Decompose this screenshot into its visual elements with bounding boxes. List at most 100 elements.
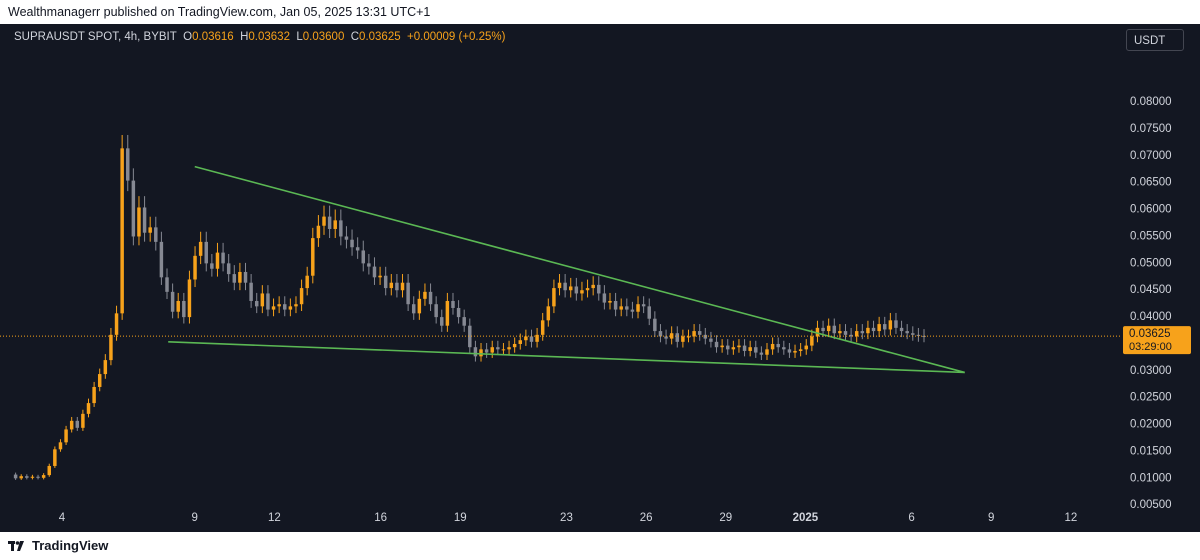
candle-body xyxy=(490,347,494,353)
x-axis-tick-label: 12 xyxy=(1065,512,1078,524)
candle-body xyxy=(496,347,500,350)
candle-body xyxy=(815,327,820,337)
candle-body xyxy=(636,304,640,312)
candle-body xyxy=(378,275,382,278)
candle-body xyxy=(843,331,848,335)
candle-body xyxy=(787,349,792,353)
tradingview-logo[interactable]: TradingView xyxy=(8,538,108,553)
candle-body xyxy=(479,349,483,357)
candle-body xyxy=(283,304,287,310)
x-axis-tick-label: 29 xyxy=(719,512,732,524)
candle-body xyxy=(821,327,825,332)
candle-body xyxy=(131,180,136,237)
y-axis-tick-label: 0.06000 xyxy=(1130,204,1172,216)
candle-body xyxy=(165,277,169,292)
candle-body xyxy=(731,347,736,350)
candle-body xyxy=(451,300,455,308)
candle-body xyxy=(372,266,377,278)
candle-body xyxy=(114,313,119,335)
candle-body xyxy=(720,345,724,348)
candle-body xyxy=(277,304,281,307)
candle-body xyxy=(877,324,881,332)
candle-body xyxy=(187,279,192,318)
candle-body xyxy=(109,334,113,361)
chart-canvas: 0.08000 0.07500 0.07000 0.06500 0.06000 0.055… xyxy=(0,96,1191,524)
candle-body xyxy=(866,327,870,334)
candle-body xyxy=(798,349,803,351)
y-axis-tick-label: 0.07000 xyxy=(1130,150,1172,162)
candle-body xyxy=(871,327,876,332)
candle-body xyxy=(97,374,102,387)
candle-body xyxy=(344,236,349,240)
candle-body xyxy=(737,345,741,348)
candle-body xyxy=(759,352,764,355)
candle-body xyxy=(395,282,399,291)
candle-body xyxy=(619,306,623,310)
candle-body xyxy=(630,309,635,312)
candle-body xyxy=(692,331,696,337)
candle-body xyxy=(305,275,309,289)
candle-body xyxy=(546,306,551,321)
candle-body xyxy=(92,386,96,404)
candle-body xyxy=(47,465,51,476)
chart-area[interactable]: SUPRAUSDT SPOT, 4h, BYBIT O0.03616 H0.03… xyxy=(0,24,1200,532)
candle-body xyxy=(653,318,657,332)
candle-body xyxy=(103,360,108,375)
publish-header: Wealthmanagerr published on TradingView.… xyxy=(0,0,1200,24)
candle-body xyxy=(580,290,584,294)
tradingview-logo-icon xyxy=(8,540,24,551)
candle-body xyxy=(608,300,612,303)
candle-body xyxy=(30,476,35,478)
candle-body xyxy=(367,263,371,267)
candle-body xyxy=(552,288,556,307)
candle-body xyxy=(911,333,915,335)
candle-body xyxy=(568,286,573,291)
x-axis-tick-label: 4 xyxy=(59,512,66,524)
candle-body xyxy=(86,403,91,414)
candle-body xyxy=(456,307,461,318)
y-axis-tick-label: 0.00500 xyxy=(1130,499,1172,511)
candle-body xyxy=(159,241,164,278)
candle-body xyxy=(249,282,253,301)
candle-body xyxy=(625,306,629,310)
y-axis-tick-label: 0.05500 xyxy=(1130,230,1172,242)
candle-body xyxy=(36,476,40,478)
candle-body xyxy=(170,291,175,312)
candle-body xyxy=(69,420,74,430)
candle-body xyxy=(417,298,422,314)
y-axis-tick-label: 0.01500 xyxy=(1130,445,1172,457)
trendline-lower xyxy=(168,341,965,374)
candle-body xyxy=(899,327,904,332)
candle-body xyxy=(221,252,225,264)
symbol-label: SUPRAUSDT SPOT, 4h, BYBIT xyxy=(14,31,177,43)
candle-body xyxy=(524,336,528,341)
candle-body xyxy=(428,291,433,305)
candle-body xyxy=(838,331,842,334)
candle-body xyxy=(182,300,186,318)
y-axis-tick-label: 0.01000 xyxy=(1130,472,1172,484)
candle-body xyxy=(697,331,702,335)
candle-body xyxy=(793,350,797,353)
y-axis-tick-label: 0.06500 xyxy=(1130,177,1172,189)
candle-body xyxy=(810,336,814,346)
candle-body xyxy=(266,293,270,310)
candle-body xyxy=(294,304,298,307)
candle-body xyxy=(193,255,197,280)
candle-body xyxy=(198,241,203,256)
candle-body xyxy=(215,252,220,269)
candle-body xyxy=(883,324,887,330)
candle-body xyxy=(804,345,808,350)
candle-body xyxy=(664,336,668,339)
candle-body xyxy=(271,306,276,310)
y-axis-tick-label: 0.03000 xyxy=(1130,365,1172,377)
candle-body xyxy=(754,347,758,353)
candle-body xyxy=(53,449,57,466)
candle-body xyxy=(765,349,769,355)
currency-button[interactable]: USDT xyxy=(1126,29,1184,51)
candle-body xyxy=(675,333,680,342)
candle-body xyxy=(686,336,691,338)
candle-body xyxy=(782,347,786,350)
candle-body xyxy=(826,325,831,332)
candle-body xyxy=(888,320,893,330)
candle-body xyxy=(176,300,180,312)
